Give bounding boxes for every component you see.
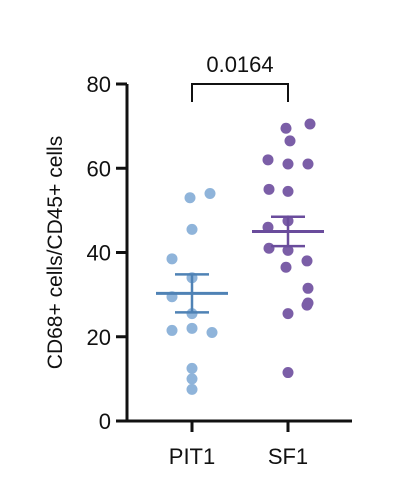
y-tick-label: 80 (87, 72, 111, 97)
data-point (304, 118, 316, 130)
data-point (282, 244, 294, 256)
data-point (282, 158, 294, 170)
data-point (263, 242, 275, 254)
y-tick-label: 40 (87, 241, 111, 266)
y-axis-label: CD68+ cells/CD45+ cells (44, 136, 67, 369)
data-points (166, 118, 316, 395)
data-point (301, 255, 313, 267)
data-point (282, 367, 294, 379)
x-tick-label: PIT1 (169, 444, 215, 469)
y-tick-label: 0 (99, 409, 111, 434)
data-point (166, 253, 178, 265)
data-point (186, 308, 198, 320)
data-point (186, 322, 198, 334)
data-point (302, 282, 314, 294)
data-point (302, 158, 314, 170)
data-point (204, 188, 216, 200)
data-point (282, 185, 294, 197)
data-point (280, 261, 292, 273)
data-point (301, 299, 313, 311)
data-point (284, 135, 296, 147)
data-point (206, 327, 218, 339)
significance-bracket (191, 83, 289, 102)
annotations: 0.0164 (191, 52, 289, 102)
data-point (280, 122, 292, 134)
data-point (262, 154, 274, 166)
data-point (186, 383, 198, 395)
data-point (282, 308, 294, 320)
x-tick-label: SF1 (268, 444, 308, 469)
data-point (263, 183, 275, 195)
y-tick-label: 20 (87, 325, 111, 350)
data-point (186, 223, 198, 235)
data-point (186, 373, 198, 385)
data-point (186, 362, 198, 374)
summary-bars (156, 215, 324, 314)
p-value-label: 0.0164 (206, 52, 273, 77)
data-point (166, 324, 178, 336)
axes: 0 20 40 60 80 PIT1 SF1 CD68+ cells/CD45+ cells (44, 72, 352, 469)
data-point (184, 192, 196, 204)
y-tick-label: 60 (87, 156, 111, 181)
